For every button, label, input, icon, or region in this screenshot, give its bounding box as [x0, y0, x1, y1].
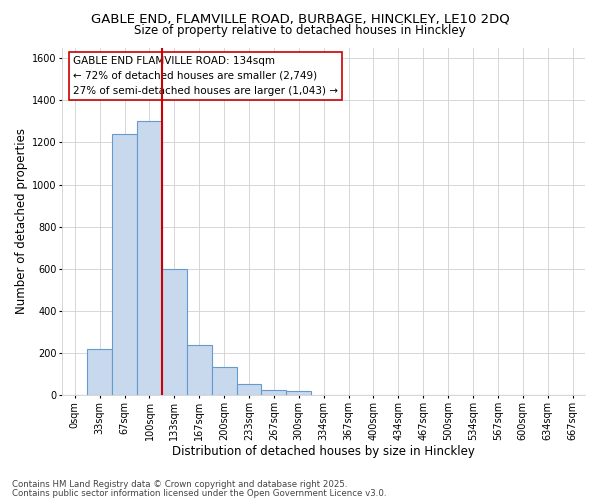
Bar — [212, 367, 236, 396]
Bar — [137, 122, 162, 396]
Text: Size of property relative to detached houses in Hinckley: Size of property relative to detached ho… — [134, 24, 466, 37]
Bar — [87, 349, 112, 396]
Bar — [187, 345, 212, 396]
Bar — [112, 134, 137, 396]
Y-axis label: Number of detached properties: Number of detached properties — [15, 128, 28, 314]
Bar — [262, 390, 286, 396]
X-axis label: Distribution of detached houses by size in Hinckley: Distribution of detached houses by size … — [172, 444, 475, 458]
Text: GABLE END, FLAMVILLE ROAD, BURBAGE, HINCKLEY, LE10 2DQ: GABLE END, FLAMVILLE ROAD, BURBAGE, HINC… — [91, 12, 509, 26]
Text: GABLE END FLAMVILLE ROAD: 134sqm
← 72% of detached houses are smaller (2,749)
27: GABLE END FLAMVILLE ROAD: 134sqm ← 72% o… — [73, 56, 338, 96]
Text: Contains HM Land Registry data © Crown copyright and database right 2025.: Contains HM Land Registry data © Crown c… — [12, 480, 347, 489]
Text: Contains public sector information licensed under the Open Government Licence v3: Contains public sector information licen… — [12, 488, 386, 498]
Bar — [162, 269, 187, 396]
Bar — [236, 384, 262, 396]
Bar — [286, 391, 311, 396]
